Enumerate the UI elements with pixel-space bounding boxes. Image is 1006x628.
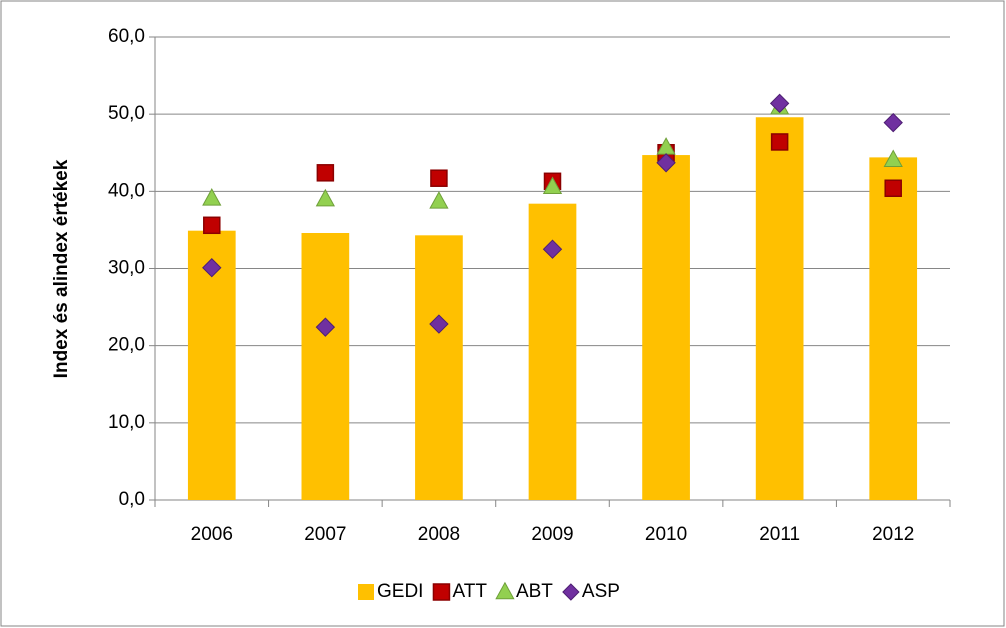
legend-label: ABT — [516, 581, 553, 602]
y-axis-title: Index és alindex értékek — [51, 159, 72, 378]
x-tick-label: 2012 — [872, 524, 914, 545]
marker — [769, 93, 790, 114]
marker — [430, 169, 448, 187]
marker — [203, 216, 221, 235]
x-tick-label: 2009 — [531, 524, 573, 545]
bar — [642, 155, 690, 500]
legend-label: ASP — [582, 581, 620, 602]
bar — [869, 157, 918, 500]
marker — [315, 188, 336, 207]
marker — [542, 239, 563, 259]
x-tick-label: 2011 — [759, 524, 800, 545]
legend-swatch — [358, 584, 374, 600]
legend-label: GEDI — [377, 581, 423, 602]
x-tick-label: 2007 — [304, 524, 346, 545]
marker — [429, 191, 449, 209]
marker — [883, 112, 903, 133]
marker — [656, 153, 676, 173]
legend-swatch — [432, 583, 451, 601]
marker — [884, 179, 902, 197]
legend-label: ATT — [452, 581, 487, 602]
x-tick-label: 2006 — [191, 524, 233, 545]
y-tick-label: 50,0 — [108, 103, 145, 124]
x-tick-label: 2008 — [418, 524, 460, 545]
marker — [542, 176, 563, 195]
marker — [770, 133, 789, 151]
marker — [883, 149, 903, 167]
bar — [415, 235, 463, 500]
legend-swatch — [495, 581, 515, 600]
marker — [316, 164, 335, 182]
marker — [202, 188, 222, 206]
bar — [755, 117, 804, 501]
marker — [429, 314, 449, 334]
y-tick-label: 20,0 — [108, 335, 145, 356]
legend-swatch — [562, 583, 580, 601]
bar — [301, 233, 350, 500]
y-tick-label: 60,0 — [108, 26, 145, 47]
y-tick-label: 30,0 — [108, 258, 145, 279]
y-tick-label: 10,0 — [108, 412, 145, 433]
marker — [202, 258, 222, 278]
x-tick-label: 2010 — [645, 524, 687, 545]
marker — [315, 317, 336, 337]
y-tick-label: 40,0 — [108, 180, 145, 201]
y-tick-label: 0,0 — [119, 489, 145, 510]
